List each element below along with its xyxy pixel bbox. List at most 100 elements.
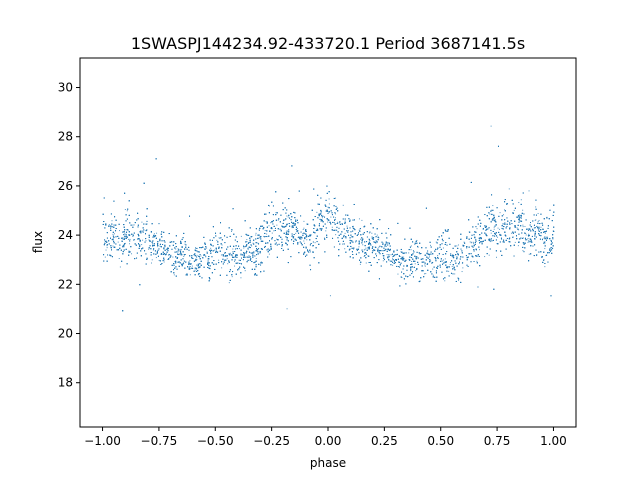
- data-point: [112, 245, 114, 247]
- data-point: [480, 237, 482, 239]
- data-point: [139, 239, 141, 241]
- data-point: [301, 237, 303, 239]
- data-point: [408, 252, 410, 254]
- data-point: [520, 199, 522, 201]
- data-point: [461, 271, 463, 273]
- data-point: [432, 274, 434, 276]
- data-point: [210, 247, 212, 249]
- data-point: [296, 231, 298, 233]
- data-point: [528, 190, 530, 192]
- data-point: [533, 227, 535, 229]
- data-point: [251, 245, 253, 247]
- data-point: [106, 240, 108, 242]
- data-point: [515, 216, 517, 218]
- data-point: [227, 263, 229, 265]
- data-point: [367, 255, 369, 257]
- data-point: [327, 206, 329, 208]
- data-point: [397, 273, 399, 275]
- data-point: [286, 308, 288, 310]
- data-point: [265, 221, 267, 223]
- data-point: [544, 266, 546, 268]
- data-point: [183, 261, 185, 263]
- data-point: [526, 239, 528, 241]
- data-point: [228, 282, 230, 284]
- data-point: [517, 245, 519, 247]
- data-point: [432, 268, 434, 270]
- data-point: [385, 245, 387, 247]
- data-point: [344, 248, 346, 250]
- data-point: [364, 248, 366, 250]
- data-point: [181, 254, 183, 256]
- data-point: [390, 254, 392, 256]
- data-point: [414, 263, 416, 265]
- data-point: [270, 222, 272, 224]
- data-point: [427, 252, 429, 254]
- data-point: [400, 251, 402, 253]
- data-point: [234, 260, 235, 262]
- data-point: [363, 249, 365, 251]
- data-point: [196, 259, 198, 261]
- data-point: [268, 253, 270, 255]
- data-point: [499, 212, 501, 214]
- data-point: [527, 241, 529, 243]
- data-point: [544, 241, 546, 243]
- data-point: [520, 217, 522, 219]
- data-point: [303, 220, 305, 222]
- data-point: [358, 229, 360, 231]
- data-point: [158, 259, 160, 261]
- data-point: [275, 212, 277, 214]
- data-point: [258, 237, 260, 239]
- data-point: [331, 226, 333, 228]
- data-point: [329, 295, 331, 297]
- data-point: [403, 260, 405, 262]
- data-point: [126, 210, 128, 212]
- data-point: [238, 248, 240, 250]
- data-point: [263, 235, 265, 237]
- data-point: [157, 246, 159, 248]
- data-point: [255, 234, 257, 236]
- data-point: [252, 242, 254, 244]
- data-point: [410, 245, 412, 247]
- data-point: [389, 260, 391, 262]
- data-point: [206, 251, 208, 253]
- data-point: [185, 254, 186, 255]
- data-point: [392, 257, 394, 259]
- data-point: [437, 254, 439, 256]
- data-point: [335, 234, 337, 236]
- data-point: [276, 224, 278, 226]
- data-point: [410, 249, 412, 251]
- data-point: [522, 224, 524, 226]
- data-point: [263, 236, 265, 238]
- data-point: [518, 229, 520, 231]
- data-point: [449, 263, 451, 265]
- data-point: [257, 242, 259, 244]
- data-point: [472, 241, 474, 243]
- data-point: [488, 254, 490, 256]
- data-point: [155, 257, 157, 259]
- data-point: [154, 236, 156, 238]
- data-point: [118, 258, 120, 260]
- data-point: [291, 235, 293, 237]
- data-point: [423, 273, 425, 275]
- data-point: [119, 230, 120, 232]
- chart-title: 1SWASPJ144234.92-433720.1 Period 3687141…: [131, 34, 525, 53]
- data-point: [131, 253, 133, 255]
- data-point: [463, 241, 465, 243]
- data-point: [392, 255, 394, 257]
- data-point: [141, 244, 143, 246]
- data-point: [382, 242, 384, 244]
- data-point: [535, 219, 537, 221]
- data-point: [497, 236, 499, 238]
- data-point: [295, 232, 297, 234]
- data-point: [350, 241, 352, 243]
- data-point: [347, 230, 349, 231]
- data-point: [146, 223, 148, 225]
- data-point: [337, 221, 339, 223]
- data-point: [344, 232, 346, 234]
- data-point: [132, 224, 134, 226]
- data-point: [243, 247, 245, 249]
- data-point: [353, 248, 355, 250]
- data-point: [302, 233, 304, 235]
- data-point: [449, 261, 451, 263]
